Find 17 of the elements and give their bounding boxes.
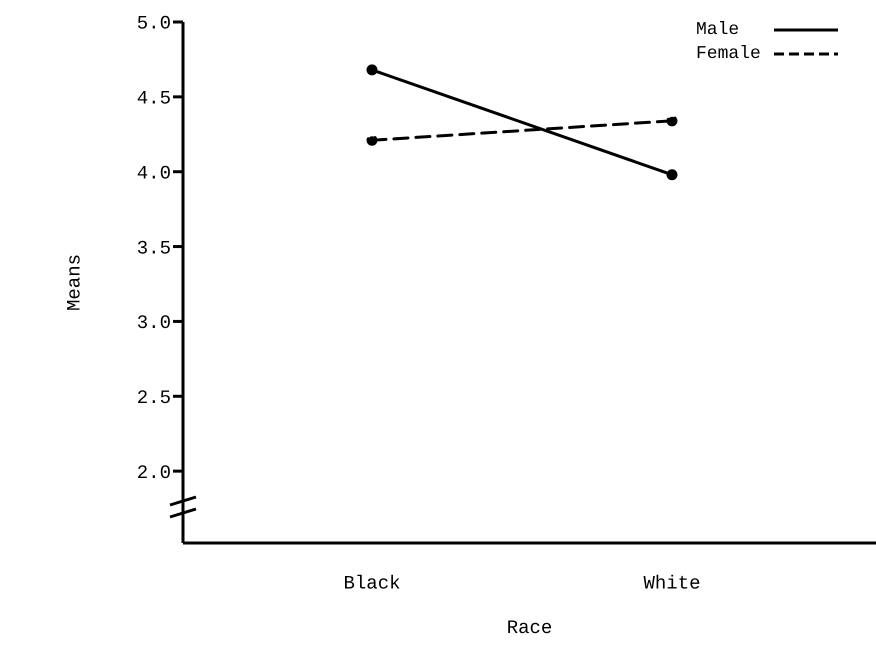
x-tick-label: White: [643, 572, 701, 594]
x-tick-label: Black: [343, 572, 401, 594]
point: [366, 134, 378, 146]
y-tick-label: 3.0: [136, 312, 171, 334]
y-tick-label: 2.5: [136, 387, 171, 410]
legend-label: Female: [696, 44, 762, 64]
x-axis-title: Race: [506, 617, 552, 639]
y-axis-title: Means: [64, 254, 86, 312]
y-tick-label: 4.5: [136, 88, 171, 110]
point: [666, 169, 678, 180]
y-tick-label: 5.0: [136, 12, 171, 35]
legend-label: Male: [696, 20, 740, 40]
y-tick-label: 4.0: [136, 162, 171, 184]
y-tick-label: 3.5: [136, 237, 171, 260]
y-tick-label: 2.0: [136, 462, 171, 484]
point: [666, 115, 678, 126]
point: [366, 64, 378, 76]
